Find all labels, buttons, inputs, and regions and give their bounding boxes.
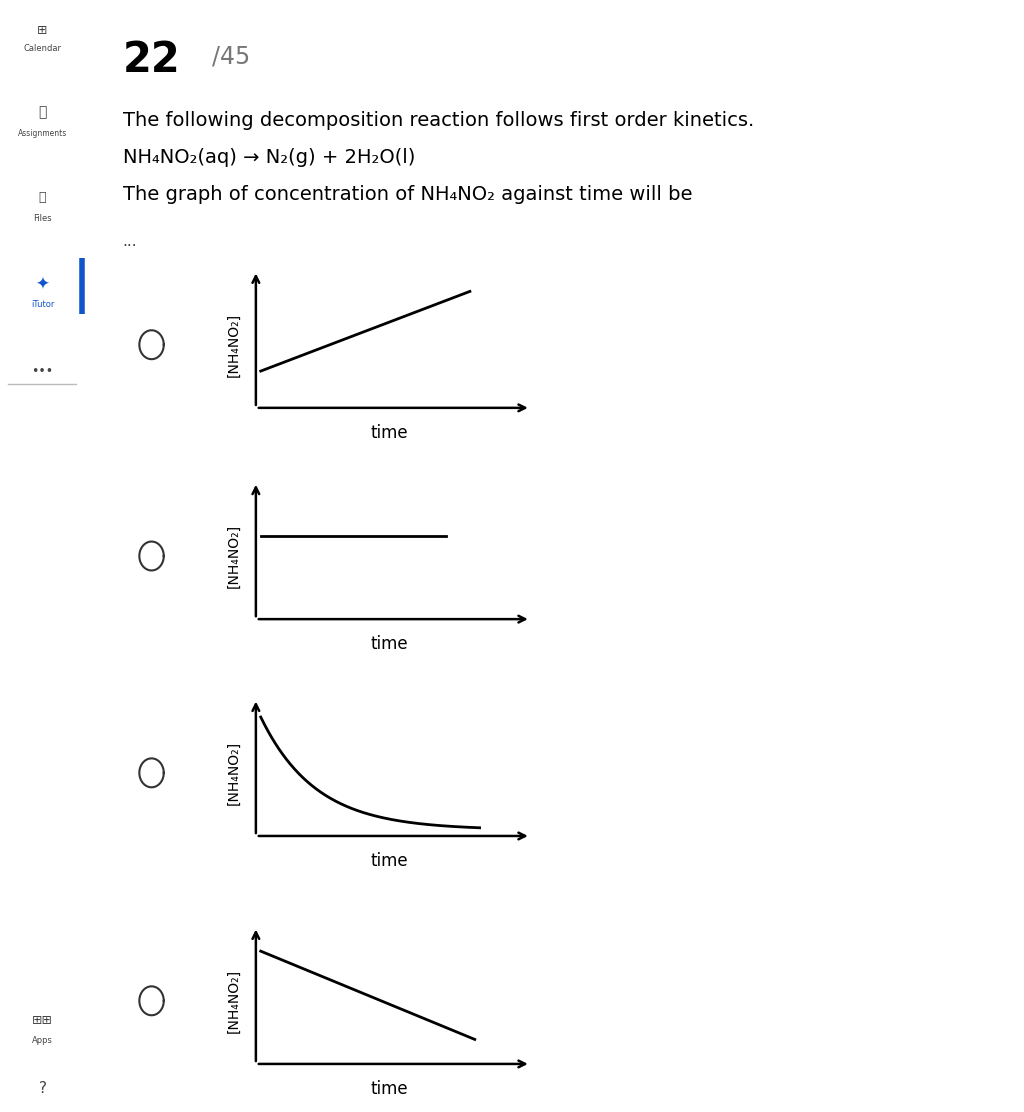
Text: ⊞⊞: ⊞⊞	[32, 1014, 53, 1027]
Text: Files: Files	[33, 214, 52, 222]
X-axis label: time: time	[371, 635, 409, 653]
Text: 📄: 📄	[39, 191, 46, 205]
Text: ⊞: ⊞	[37, 24, 48, 38]
Y-axis label: [NH₄NO₂]: [NH₄NO₂]	[227, 524, 241, 588]
Text: /45: /45	[212, 44, 250, 69]
Y-axis label: [NH₄NO₂]: [NH₄NO₂]	[227, 969, 241, 1033]
Text: Assignments: Assignments	[17, 129, 68, 138]
Text: Apps: Apps	[32, 1036, 53, 1045]
X-axis label: time: time	[371, 424, 409, 441]
Text: ✦: ✦	[36, 276, 49, 294]
Text: •••: •••	[32, 365, 53, 378]
Text: Calendar: Calendar	[24, 44, 61, 53]
Text: The following decomposition reaction follows first order kinetics.: The following decomposition reaction fol…	[123, 111, 754, 130]
X-axis label: time: time	[371, 852, 409, 870]
Text: ?: ?	[39, 1081, 46, 1095]
Text: iTutor: iTutor	[31, 300, 54, 309]
Text: The graph of concentration of NH₄NO₂ against time will be: The graph of concentration of NH₄NO₂ aga…	[123, 185, 692, 203]
Text: 22: 22	[123, 39, 180, 81]
Text: NH₄NO₂(aq) → N₂(g) + 2H₂O(l): NH₄NO₂(aq) → N₂(g) + 2H₂O(l)	[123, 148, 415, 167]
Text: 🖨: 🖨	[38, 106, 47, 120]
X-axis label: time: time	[371, 1080, 409, 1098]
Y-axis label: [NH₄NO₂]: [NH₄NO₂]	[227, 741, 241, 805]
Text: ...: ...	[123, 234, 137, 248]
Y-axis label: [NH₄NO₂]: [NH₄NO₂]	[227, 312, 241, 377]
